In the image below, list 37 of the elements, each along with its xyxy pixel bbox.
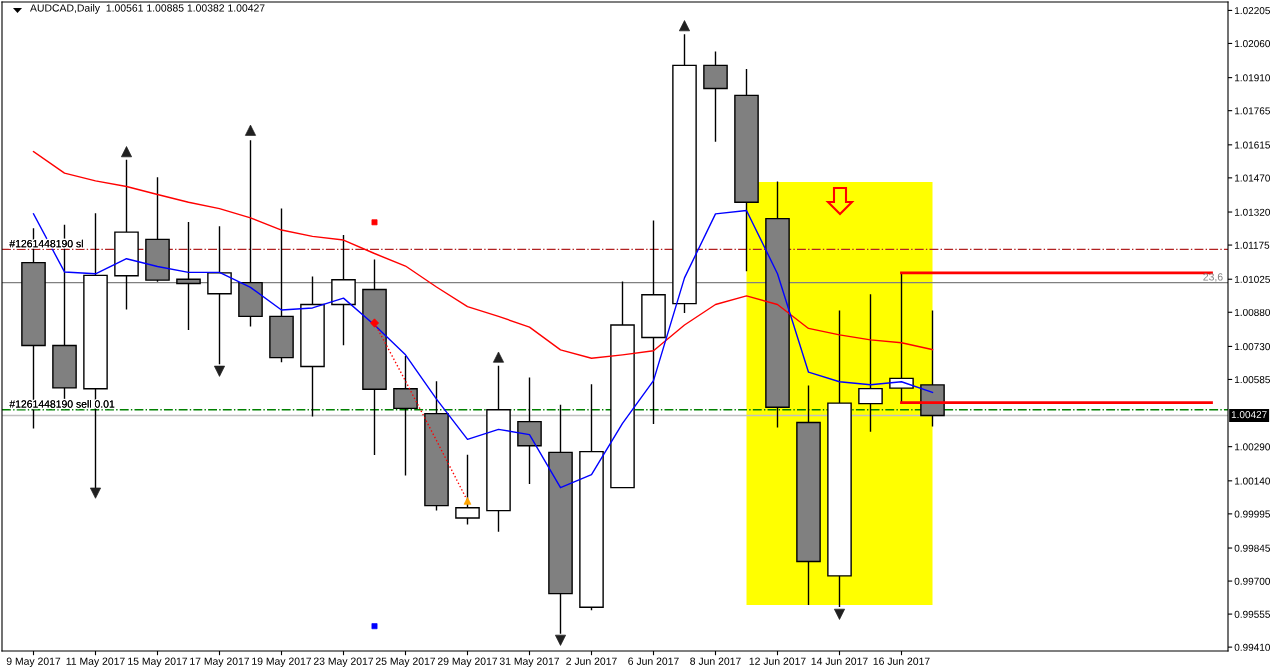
y-tick-label: 1.00880 (1235, 308, 1271, 316)
y-tick-label: 0.99700 (1234, 577, 1271, 585)
y-tick-label: 1.00140 (1235, 477, 1271, 485)
y-tick-label: 1.01470 (1235, 174, 1271, 182)
x-tick-label: 31 May 2017 (499, 657, 560, 667)
y-tick-label: 1.00585 (1235, 376, 1270, 384)
x-tick-label: 2 Jun 2017 (566, 657, 617, 665)
x-tick-label: 17 May 2017 (190, 657, 250, 667)
x-tick-label: 8 Jun 2017 (690, 657, 741, 665)
y-tick-label: 1.02205 (1235, 7, 1270, 15)
x-tick-label: 12 Jun 2017 (749, 657, 806, 665)
y-tick-label: 1.01615 (1235, 141, 1270, 149)
y-tick-label: 1.01025 (1235, 275, 1270, 283)
x-tick-label: 16 Jun 2017 (873, 657, 930, 665)
x-tick-label: 29 May 2017 (437, 657, 498, 667)
chart-title: AUDCAD,Daily 1.00561 1.00885 1.00382 1.00427 (30, 4, 265, 14)
y-tick-label: 1.00290 (1235, 443, 1271, 451)
y-tick-label: 1.01910 (1235, 74, 1271, 82)
x-tick-label: 14 Jun 2017 (811, 657, 868, 665)
y-tick-label: 1.02060 (1235, 40, 1271, 48)
y-tick-label: 0.99845 (1234, 544, 1270, 552)
x-tick-label: 15 May 2017 (128, 657, 188, 667)
y-tick-label: 1.01175 (1235, 241, 1270, 249)
annotation: 23,6 (1203, 273, 1223, 282)
x-tick-label: 6 Jun 2017 (628, 657, 679, 665)
x-tick-label: 11 May 2017 (66, 657, 125, 667)
y-tick-label: 0.99995 (1234, 510, 1270, 518)
x-tick-label: 19 May 2017 (252, 657, 312, 667)
ref-line-label: 1.00427 (1231, 411, 1267, 419)
y-tick-label: 1.01765 (1235, 107, 1270, 115)
y-tick-label: 0.99555 (1234, 610, 1270, 618)
y-tick-label: 1.00730 (1235, 343, 1271, 351)
x-tick-label: 23 May 2017 (313, 657, 374, 667)
x-tick-label: 9 May 2017 (6, 657, 61, 667)
y-tick-label: 0.99410 (1234, 643, 1271, 651)
y-tick-label: 1.01320 (1235, 208, 1271, 216)
x-tick-label: 25 May 2017 (375, 657, 436, 667)
